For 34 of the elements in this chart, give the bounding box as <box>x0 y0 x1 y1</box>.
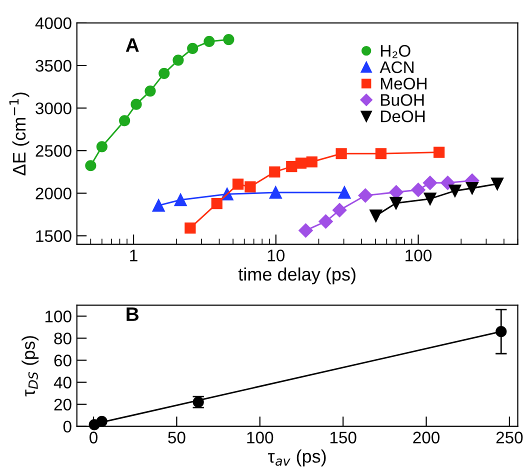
legend-label: H₂O <box>381 45 410 58</box>
y-axis-title: τ$_{DS}$ (ps) <box>22 336 39 396</box>
x-tick-label: 1 <box>130 250 138 262</box>
x-tick-label: 10 <box>268 250 285 262</box>
y-tick-label: 0 <box>63 420 72 433</box>
y-tick-label: 2000 <box>36 188 72 200</box>
x-tick-label: 50 <box>168 432 186 444</box>
x-tick-label: 0 <box>90 432 98 444</box>
x-tick-label: 250 <box>496 432 523 444</box>
x-axis-title: time delay (ps) <box>238 267 356 284</box>
y-tick-label: 60 <box>54 354 72 366</box>
annotation: A <box>126 38 139 52</box>
y-tick-label: 4000 <box>35 17 72 30</box>
legend-label: BuOH <box>381 94 424 106</box>
y-tick-label: 3500 <box>36 60 72 72</box>
y-tick-label: 2500 <box>36 145 72 157</box>
x-tick-label: 150 <box>330 432 356 444</box>
y-axis-title: ΔE (cm$^{−1}$) <box>9 92 30 176</box>
x-tick-label: 100 <box>406 250 432 262</box>
point <box>96 416 108 427</box>
point <box>496 326 507 338</box>
y-tick-label: 40 <box>54 376 72 388</box>
y-tick-label: 20 <box>54 398 72 411</box>
x-axis-title: τ$_{av}$ (ps) <box>268 450 326 466</box>
y-tick-label: 100 <box>45 310 72 322</box>
x-tick-label: 200 <box>413 432 440 444</box>
x-tick-label: 100 <box>247 432 274 444</box>
y-tick-label: 80 <box>54 332 72 344</box>
y-tick-label: 1500 <box>36 230 72 242</box>
annotation: B <box>126 308 139 321</box>
legend-label: ACN <box>380 61 414 74</box>
legend-label: MeOH <box>381 78 426 90</box>
legend-label: DeOH <box>381 110 425 122</box>
y-tick-label: 3000 <box>36 102 72 114</box>
